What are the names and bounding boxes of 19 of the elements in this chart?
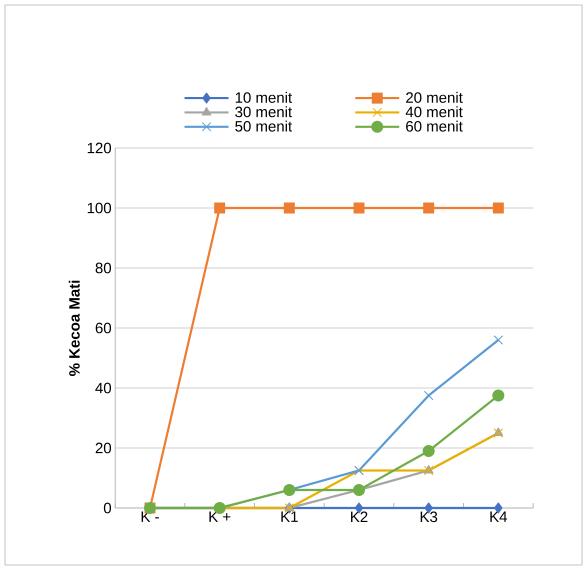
y-tick-label: 20 xyxy=(96,442,112,454)
x-tick-label: K1 xyxy=(281,512,298,522)
y-tick-label: 120 xyxy=(88,142,112,154)
y-tick-label: 60 xyxy=(96,322,112,334)
legend-label: 60 menit xyxy=(406,120,463,132)
y-tick-label: 100 xyxy=(88,202,112,214)
y-tick-label: 80 xyxy=(96,262,112,274)
legend-label: 40 menit xyxy=(406,106,463,118)
y-tick-label: 40 xyxy=(95,382,112,394)
legend-label: 10 menit xyxy=(236,92,292,103)
x-tick-label: K2 xyxy=(351,512,368,522)
x-tick-label: K4 xyxy=(490,512,508,522)
x-tick-label: K + xyxy=(209,512,230,522)
legend-label: 20 menit xyxy=(406,92,463,103)
y-tick-label: 0 xyxy=(104,502,112,514)
y-axis-title: % Kecoa Mati xyxy=(68,280,80,376)
legend-label: 30 menit xyxy=(235,106,292,118)
legend-label: 50 menit xyxy=(235,120,292,132)
x-tick-label: K3 xyxy=(420,512,438,522)
